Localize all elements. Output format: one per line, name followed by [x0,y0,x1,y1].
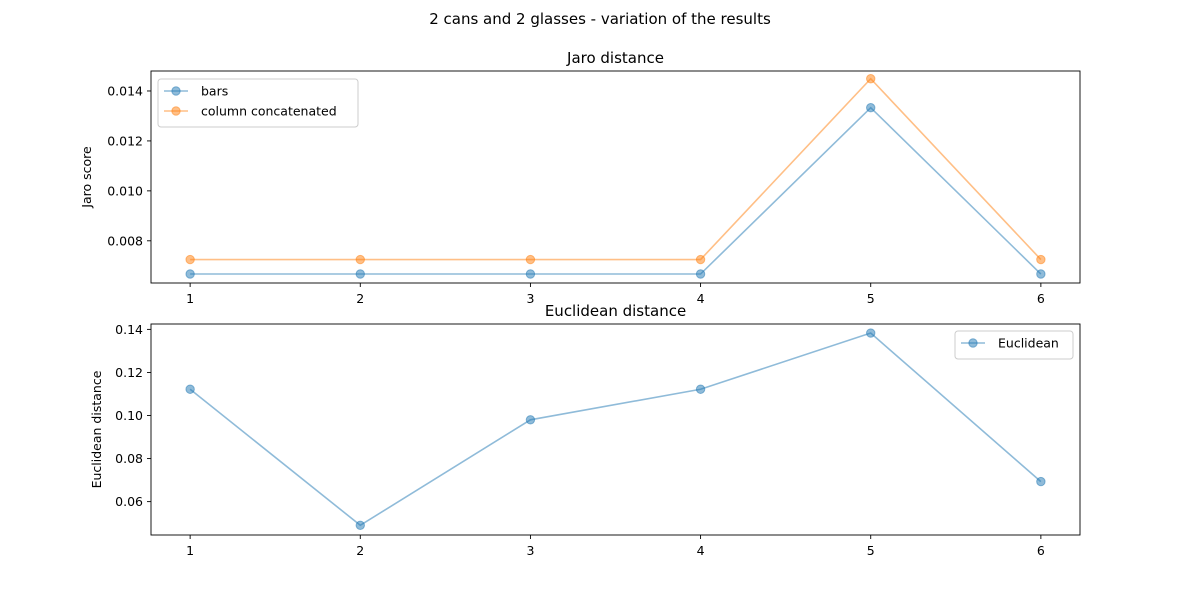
jaro-data-point-bars [696,270,704,278]
jaro-data-point-column-concatenated [186,255,194,263]
euclidean-x-tick-label: 5 [867,543,875,558]
jaro-y-axis-label: Jaro score [79,146,94,209]
jaro-data-point-column-concatenated [867,75,875,83]
jaro-x-tick-label: 3 [526,291,534,306]
euclidean-y-tick-label: 0.14 [115,322,143,337]
euclidean-x-tick-label: 4 [697,543,705,558]
euclidean-y-tick-label: 0.12 [115,365,143,380]
jaro-data-point-bars [356,270,364,278]
jaro-data-point-bars [526,270,534,278]
jaro-y-tick-label: 0.008 [107,233,143,248]
jaro-y-tick-label: 0.010 [107,183,143,198]
euclidean-legend-label-euclidean: Euclidean [998,336,1059,351]
jaro-axes-title: Jaro distance [566,49,664,67]
jaro-data-point-column-concatenated [526,255,534,263]
euclidean-y-axis-label: Euclidean distance [89,370,104,488]
jaro-x-tick-label: 2 [356,291,364,306]
jaro-data-point-column-concatenated [1037,255,1045,263]
euclidean-legend-marker-euclidean [969,339,977,347]
euclidean-data-point-euclidean [526,416,534,424]
jaro-legend-marker-column-concatenated [172,107,180,115]
jaro-data-point-column-concatenated [696,255,704,263]
euclidean-data-point-euclidean [867,329,875,337]
jaro-x-tick-label: 4 [697,291,705,306]
jaro-x-tick-label: 6 [1037,291,1045,306]
euclidean-y-tick-label: 0.10 [115,408,143,423]
jaro-legend-label-column-concatenated: column concatenated [201,104,337,119]
euclidean-x-tick-label: 3 [526,543,534,558]
euclidean-axes-title: Euclidean distance [545,302,686,320]
figure-title: 2 cans and 2 glasses - variation of the … [429,10,771,28]
jaro-legend-marker-bars [172,87,180,95]
jaro-x-tick-label: 5 [867,291,875,306]
jaro-y-tick-label: 0.012 [107,133,143,148]
euclidean-x-tick-label: 2 [356,543,364,558]
euclidean-x-tick-label: 1 [186,543,194,558]
euclidean-y-tick-label: 0.08 [115,451,143,466]
euclidean-data-point-euclidean [186,385,194,393]
euclidean-x-tick-label: 6 [1037,543,1045,558]
jaro-data-point-bars [1037,270,1045,278]
euclidean-y-tick-label: 0.06 [115,494,143,509]
jaro-legend-label-bars: bars [201,84,228,99]
euclidean-data-point-euclidean [1037,477,1045,485]
euclidean-data-point-euclidean [696,385,704,393]
jaro-x-tick-label: 1 [186,291,194,306]
jaro-y-tick-label: 0.014 [107,83,143,98]
jaro-data-point-bars [186,270,194,278]
euclidean-data-point-euclidean [356,521,364,529]
jaro-data-point-column-concatenated [356,255,364,263]
jaro-data-point-bars [867,104,875,112]
